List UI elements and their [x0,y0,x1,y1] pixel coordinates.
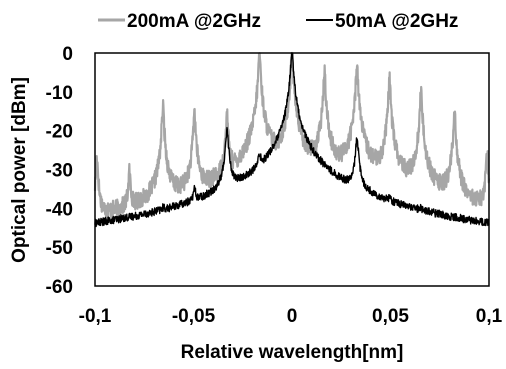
legend: 200mA @2GHz 50mA @2GHz [98,11,458,32]
legend-label-50ma: 50mA @2GHz [335,11,458,32]
y-axis-title: Optical power [dBm] [9,77,30,263]
x-tick-label: -0,1 [79,306,112,327]
series-line-200ma [93,51,491,219]
x-tick-label: 0 [287,306,298,327]
x-axis-title: Relative wavelength[nm] [181,342,404,363]
y-tick-label: -10 [46,83,73,104]
series-line-50ma [94,52,490,228]
y-tick-labels: 0 -10 -20 -30 -40 -50 -60 [46,44,73,298]
y-tick-label: 0 [62,44,73,65]
legend-label-200ma: 200mA @2GHz [127,11,261,32]
y-tick-label: -20 [46,122,73,143]
y-tick-label: -50 [46,238,73,259]
x-tick-labels: -0,1 -0,05 0 0,05 0,1 [79,306,503,327]
x-tick-label: 0,05 [372,306,409,327]
x-tick-label: 0,1 [476,306,503,327]
plot-frame [94,52,490,287]
y-tick-label: -60 [46,277,73,298]
x-tick-label: -0,05 [172,306,216,327]
series-layer [93,51,491,228]
y-tick-label: -40 [46,199,73,220]
y-tick-label: -30 [46,161,73,182]
